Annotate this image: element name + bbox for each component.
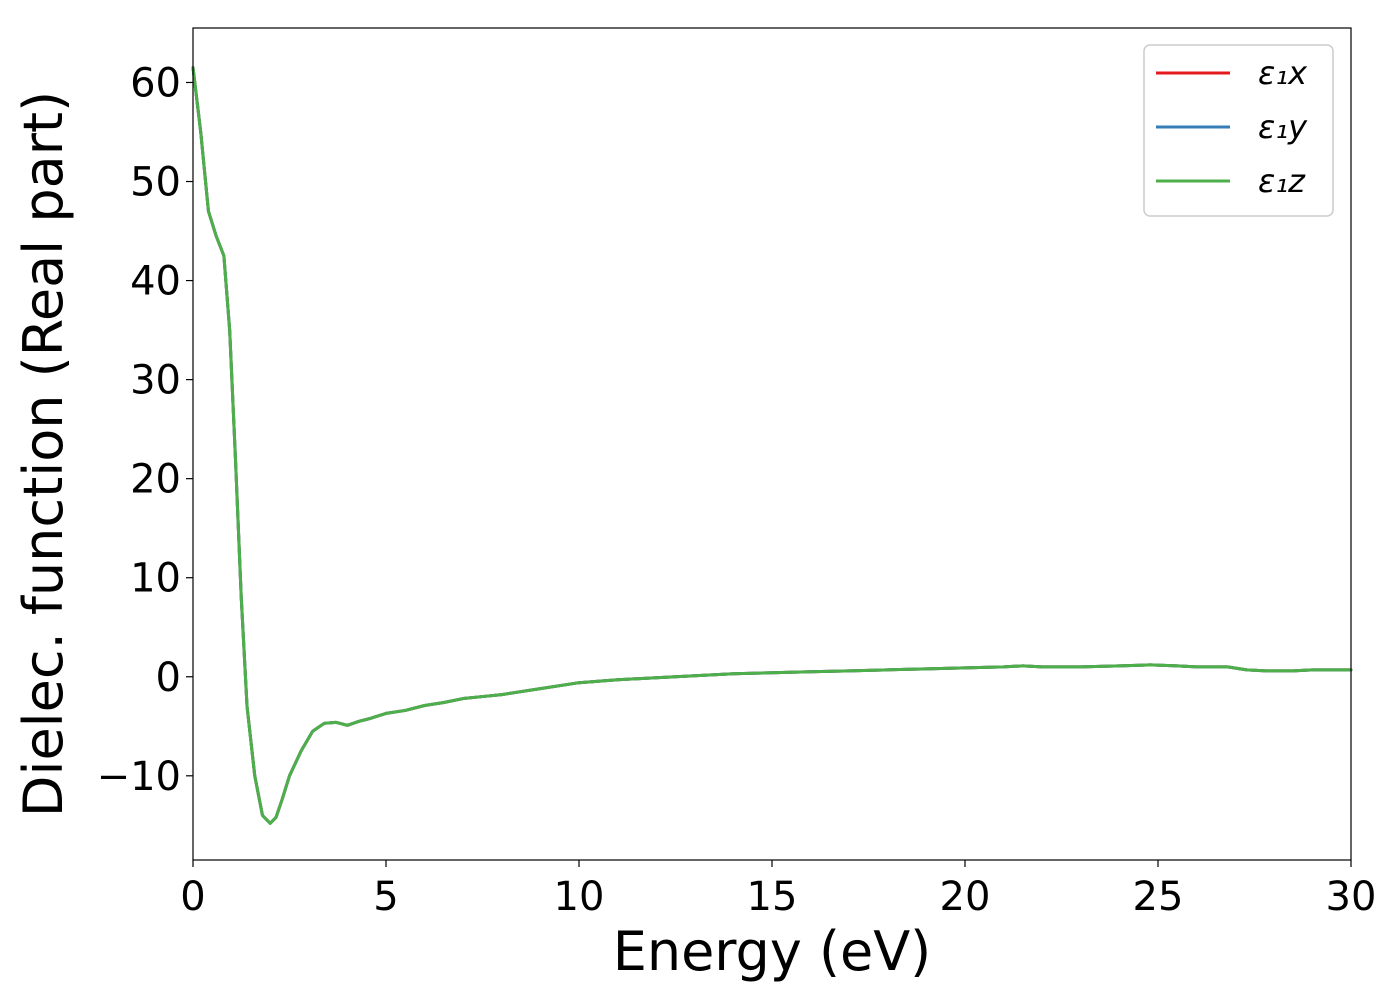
x-axis-title: Energy (eV) (613, 920, 932, 983)
y-tick-label: 60 (130, 60, 181, 106)
x-tick-label: 20 (940, 874, 991, 920)
legend-label-3: ε₁z (1258, 162, 1306, 200)
x-tick-label: 10 (554, 874, 605, 920)
x-tick-label: 0 (180, 874, 205, 920)
x-tick-label: 15 (747, 874, 798, 920)
x-tick-label: 30 (1326, 874, 1377, 920)
axes-layer: 0 5 10 15 20 25 30 −10 0 10 20 30 40 50 60 Energy (eV) D… (12, 27, 1377, 983)
legend-label-1: ε₁x (1258, 54, 1308, 92)
y-tick-label: 40 (130, 259, 181, 305)
legend-box (1143, 44, 1334, 217)
x-tick-label: 25 (1133, 874, 1184, 920)
legend-label-2: ε₁y (1258, 108, 1308, 146)
legend: ε₁x ε₁y ε₁z (1143, 44, 1334, 217)
y-tick-label: 20 (130, 457, 181, 503)
y-tick-label: 30 (130, 358, 181, 404)
y-tick-label: 10 (130, 556, 181, 602)
x-tick-label: 5 (373, 874, 398, 920)
y-tick-label: 0 (156, 655, 181, 701)
series-layer (191, 66, 1353, 825)
y-tick-label: −10 (97, 754, 181, 800)
series-line-3 (191, 66, 1353, 825)
y-tick-label: 50 (130, 160, 181, 206)
y-axis-title: Dielec. function (Real part) (12, 91, 75, 817)
